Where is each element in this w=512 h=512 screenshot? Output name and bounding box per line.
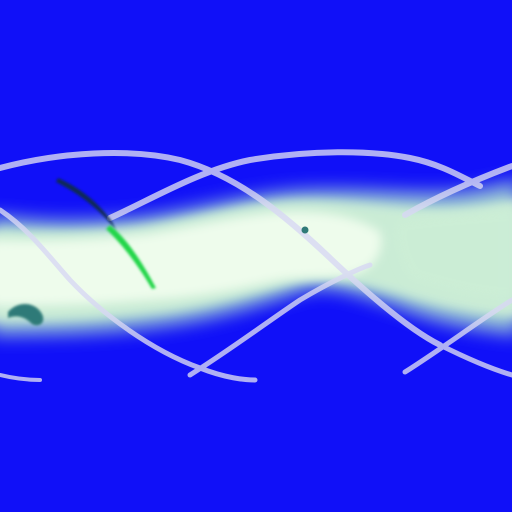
teal-blob — [8, 303, 44, 326]
dark-brush-stroke — [56, 178, 116, 230]
ribbon-right-lower — [402, 297, 512, 375]
tube-right-section — [394, 208, 512, 300]
tube-core — [0, 212, 382, 306]
ribbon-right-tail — [437, 342, 512, 378]
ribbon-lower-left — [0, 207, 258, 383]
ribbon-right-arc — [402, 163, 512, 218]
ribbon-crossing — [107, 149, 483, 221]
ribbon-lower-middle — [187, 262, 373, 378]
dark-dot — [301, 226, 309, 234]
green-brush-stroke — [106, 225, 156, 289]
ribbon-left-bottom — [0, 373, 42, 382]
helix-ribbons — [0, 149, 512, 383]
ribbon-upper-left — [0, 150, 443, 348]
